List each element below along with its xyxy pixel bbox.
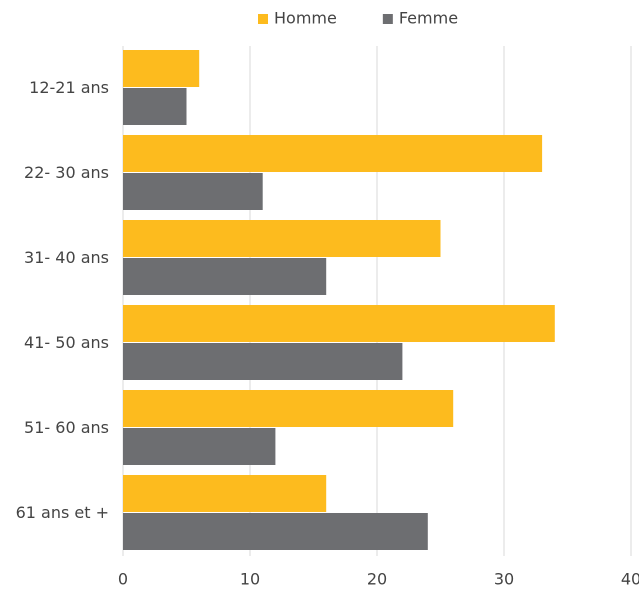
legend-swatch — [258, 14, 268, 24]
legend-label: Homme — [274, 9, 337, 28]
y-tick-label: 22- 30 ans — [24, 163, 109, 182]
x-tick-label: 0 — [118, 570, 128, 589]
bar — [123, 513, 428, 550]
bar — [123, 343, 403, 380]
y-tick-label: 51- 60 ans — [24, 418, 109, 437]
legend-label: Femme — [399, 9, 458, 28]
bar — [123, 88, 187, 125]
bar — [123, 305, 555, 342]
y-tick-label: 61 ans et + — [16, 503, 109, 522]
bar — [123, 258, 327, 295]
bar — [123, 50, 200, 87]
bar — [123, 135, 543, 172]
x-tick-label: 30 — [494, 570, 514, 589]
x-tick-label: 20 — [367, 570, 387, 589]
bar — [123, 220, 441, 257]
x-tick-label: 10 — [240, 570, 260, 589]
bar — [123, 428, 276, 465]
y-tick-label: 12-21 ans — [29, 78, 109, 97]
bar — [123, 390, 454, 427]
bar — [123, 475, 327, 512]
legend-swatch — [382, 14, 393, 24]
x-tick-label: 40 — [621, 570, 639, 589]
bar — [123, 173, 263, 210]
y-tick-label: 31- 40 ans — [24, 248, 109, 267]
y-tick-label: 41- 50 ans — [24, 333, 109, 352]
